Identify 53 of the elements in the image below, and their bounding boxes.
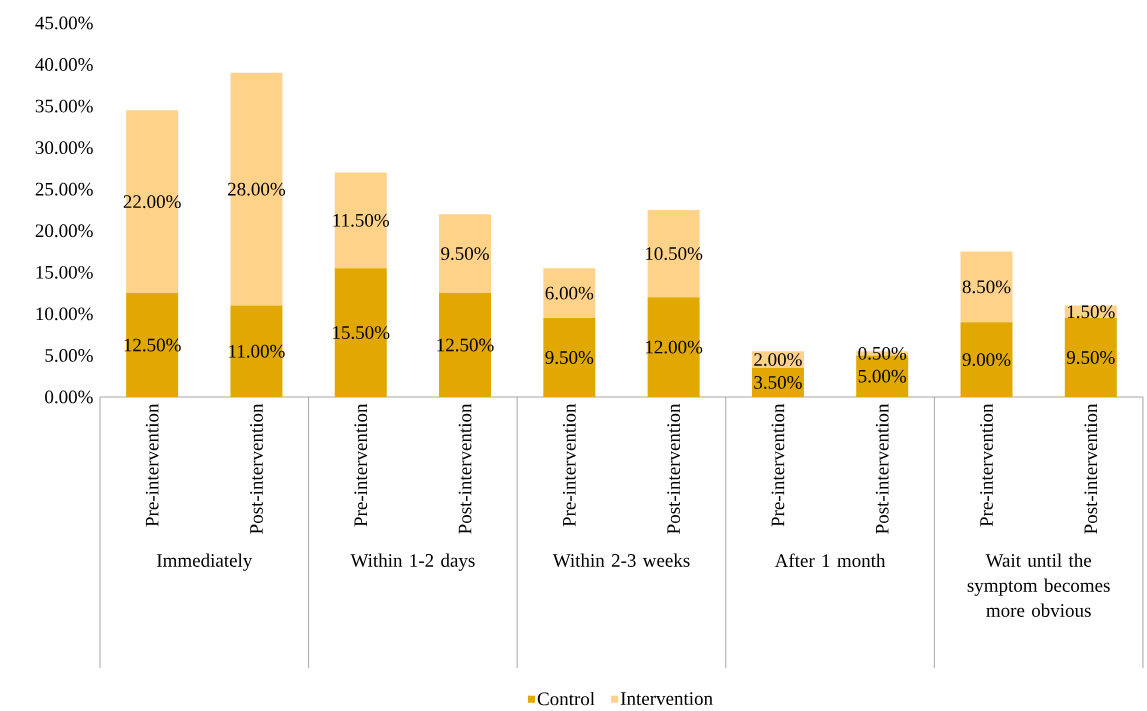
y-tick-label: 0.00% [45, 390, 93, 404]
data-label: 9.50% [441, 247, 489, 261]
y-tick-label: 20.00% [35, 224, 93, 238]
data-label: 11.50% [333, 213, 390, 227]
x-tick-label: Post-intervention [458, 403, 472, 534]
y-tick-label: 30.00% [35, 141, 93, 155]
text: Within 2-3 weeks [552, 553, 690, 567]
data-label: 9.50% [1066, 351, 1115, 364]
x-tick-label: Pre-intervention [980, 403, 993, 527]
y-tick-label: 40.00% [35, 58, 93, 71]
bar [439, 214, 492, 294]
x-tick-label: Post-intervention [875, 403, 889, 534]
data-label: 2.00% [754, 353, 802, 367]
x-tick-label: Post-intervention [250, 403, 263, 534]
data-label: 1.50% [1067, 305, 1115, 319]
data-label: 22.00% [123, 195, 181, 209]
text: Immediately [156, 553, 253, 571]
x-tick-label: Post-intervention [667, 403, 681, 534]
data-label: 3.50% [754, 376, 802, 389]
data-label: 10.50% [646, 247, 703, 261]
data-label: 0.50% [858, 346, 907, 360]
bar [439, 293, 492, 397]
data-label: 5.00% [858, 369, 907, 383]
y-tick-label: 45.00% [35, 16, 93, 30]
data-label: 28.00% [227, 182, 286, 196]
legend-label: Control [537, 691, 595, 706]
x-tick-label: Pre-intervention [771, 403, 785, 527]
bar [126, 293, 179, 397]
y-tick-label: 5.00% [45, 348, 93, 362]
bar [1064, 318, 1117, 397]
x-tick-label: Pre-intervention [354, 403, 368, 527]
text: Wait until the symptom becomes more obvious [967, 553, 1110, 617]
data-label: 9.50% [545, 351, 594, 364]
bar [334, 172, 387, 269]
data-label: 9.00% [962, 353, 1011, 367]
bar [960, 251, 1013, 323]
text: After 1 month [774, 553, 886, 568]
y-tick-label: 35.00% [35, 99, 93, 113]
y-tick-label: 15.00% [36, 265, 93, 279]
data-label: 6.00% [545, 286, 594, 300]
x-tick-label: Post-intervention [1084, 403, 1098, 534]
bar [960, 322, 1013, 397]
legend-label: Intervention [620, 692, 713, 705]
bar [543, 268, 596, 319]
y-tick-label: 25.00% [35, 182, 93, 196]
text: Within 1-2 days [350, 553, 475, 571]
x-tick-label: Pre-intervention [145, 403, 159, 527]
y-tick-label: 10.00% [36, 307, 93, 321]
bar [543, 318, 596, 397]
data-label: 8.50% [962, 280, 1011, 294]
bar [230, 305, 283, 397]
bar [230, 72, 283, 306]
x-tick-label: Pre-intervention [562, 403, 576, 527]
